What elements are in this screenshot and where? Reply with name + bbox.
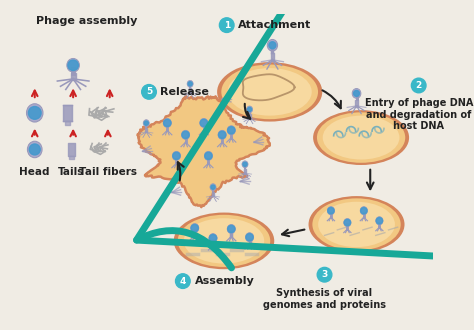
Ellipse shape xyxy=(376,217,383,225)
Ellipse shape xyxy=(312,198,401,250)
Circle shape xyxy=(269,42,276,49)
Circle shape xyxy=(164,119,171,127)
FancyArrowPatch shape xyxy=(137,0,474,268)
FancyArrowPatch shape xyxy=(243,104,250,119)
Circle shape xyxy=(29,144,40,155)
Ellipse shape xyxy=(246,233,254,242)
Ellipse shape xyxy=(27,141,42,158)
Ellipse shape xyxy=(218,130,226,139)
Ellipse shape xyxy=(309,196,404,253)
Ellipse shape xyxy=(323,115,400,159)
Ellipse shape xyxy=(209,234,217,243)
Ellipse shape xyxy=(210,184,216,191)
Ellipse shape xyxy=(204,151,212,160)
Text: 2: 2 xyxy=(416,81,422,90)
Text: 4: 4 xyxy=(180,277,186,285)
Circle shape xyxy=(243,162,247,166)
Circle shape xyxy=(191,224,199,232)
Text: Assembly: Assembly xyxy=(195,276,255,286)
Ellipse shape xyxy=(173,213,274,269)
Text: Phage assembly: Phage assembly xyxy=(36,16,137,26)
Ellipse shape xyxy=(246,106,253,113)
Circle shape xyxy=(182,131,189,139)
Ellipse shape xyxy=(27,104,43,122)
Ellipse shape xyxy=(313,110,409,165)
Ellipse shape xyxy=(352,88,361,98)
Text: 5: 5 xyxy=(146,87,152,96)
Circle shape xyxy=(354,90,359,96)
Circle shape xyxy=(344,219,351,226)
Circle shape xyxy=(144,121,148,125)
Ellipse shape xyxy=(178,215,270,267)
Ellipse shape xyxy=(143,120,149,127)
Text: Head: Head xyxy=(19,167,50,177)
Circle shape xyxy=(219,131,226,139)
Circle shape xyxy=(28,107,41,119)
Circle shape xyxy=(317,267,332,282)
Circle shape xyxy=(200,119,208,127)
Circle shape xyxy=(175,274,190,288)
Ellipse shape xyxy=(227,126,236,135)
Ellipse shape xyxy=(228,68,312,115)
Ellipse shape xyxy=(173,151,181,160)
Circle shape xyxy=(228,127,235,134)
FancyArrowPatch shape xyxy=(178,162,184,181)
Circle shape xyxy=(228,225,235,233)
Ellipse shape xyxy=(182,130,190,139)
Circle shape xyxy=(68,60,78,71)
FancyArrowPatch shape xyxy=(367,170,374,189)
Ellipse shape xyxy=(317,112,405,163)
Text: Tails: Tails xyxy=(58,167,84,177)
Ellipse shape xyxy=(327,207,335,215)
Text: 1: 1 xyxy=(224,21,230,30)
Ellipse shape xyxy=(221,65,318,119)
Ellipse shape xyxy=(227,224,236,234)
Circle shape xyxy=(411,78,426,93)
Circle shape xyxy=(188,82,192,86)
Circle shape xyxy=(376,217,383,224)
Ellipse shape xyxy=(360,207,367,215)
Ellipse shape xyxy=(242,161,248,168)
Ellipse shape xyxy=(184,218,264,264)
Ellipse shape xyxy=(344,218,351,227)
Ellipse shape xyxy=(200,118,208,127)
Circle shape xyxy=(246,234,253,241)
Text: 3: 3 xyxy=(321,270,328,279)
Ellipse shape xyxy=(191,223,199,233)
Circle shape xyxy=(173,152,180,159)
Ellipse shape xyxy=(163,118,172,127)
Circle shape xyxy=(247,107,252,112)
FancyArrowPatch shape xyxy=(322,90,341,108)
Ellipse shape xyxy=(217,62,322,121)
Polygon shape xyxy=(137,96,270,207)
FancyArrowPatch shape xyxy=(282,230,304,236)
Circle shape xyxy=(210,235,217,242)
Circle shape xyxy=(205,152,212,159)
Ellipse shape xyxy=(67,58,80,72)
Ellipse shape xyxy=(187,81,193,87)
Ellipse shape xyxy=(267,40,278,51)
Circle shape xyxy=(361,208,367,214)
Text: Attachment: Attachment xyxy=(237,20,311,30)
Text: Release: Release xyxy=(160,87,209,97)
Circle shape xyxy=(219,18,234,32)
Circle shape xyxy=(211,185,215,189)
Circle shape xyxy=(142,84,156,99)
Text: Synthesis of viral
genomes and proteins: Synthesis of viral genomes and proteins xyxy=(263,288,386,310)
Text: Tail fibers: Tail fibers xyxy=(79,167,137,177)
Circle shape xyxy=(328,208,334,214)
Text: Entry of phage DNA
and degradation of
host DNA: Entry of phage DNA and degradation of ho… xyxy=(365,98,473,131)
Ellipse shape xyxy=(318,202,395,247)
